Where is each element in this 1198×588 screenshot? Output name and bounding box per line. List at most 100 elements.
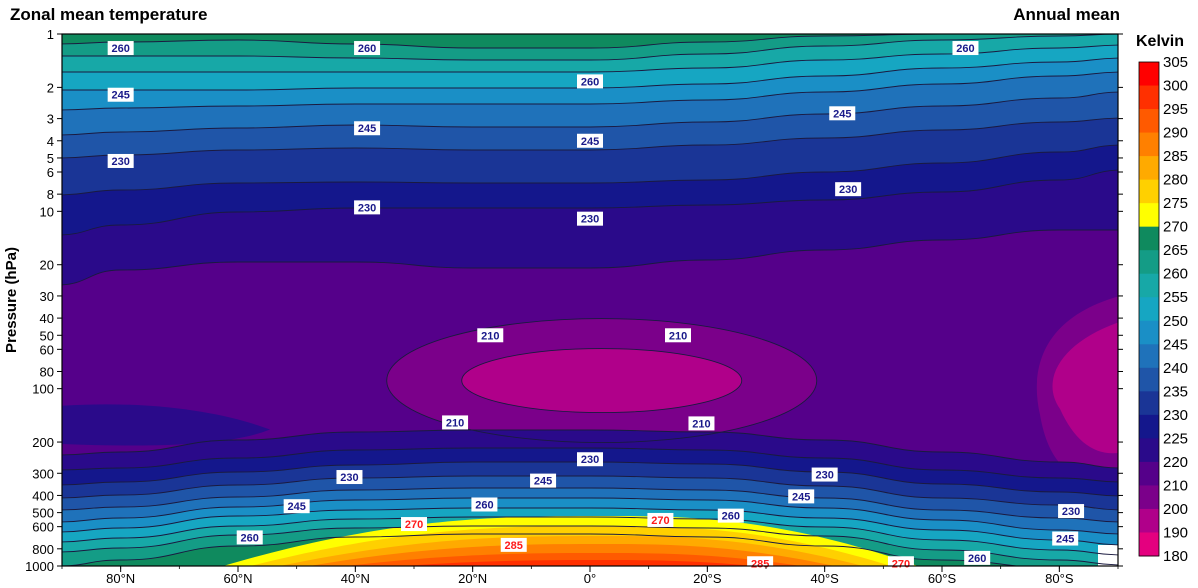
colorbar-cell [1139,156,1159,181]
colorbar-cell [1139,485,1159,510]
y-tick-label: 200 [32,435,54,450]
x-tick-label: 80°N [106,571,135,586]
colorbar-tick-label: 260 [1163,266,1188,283]
colorbar: 305 300 295 290 285 280 275 270 265 260 255 250 245 2… [1138,54,1188,565]
contour-label: 230 [107,153,134,168]
contour-label: 260 [577,74,603,89]
colorbar-cell [1139,367,1159,392]
colorbar-tick-label: 200 [1163,501,1188,518]
contour-label: 210 [665,328,691,343]
x-axis: 80°N 60°N 40°N 20°N 0° 20°S 40°S 60°S 80°S [61,566,1119,586]
colorbar-cell [1139,62,1159,87]
contour-label-bg [107,41,134,56]
x-tick-label: 0° [584,571,596,586]
y-tick-label: 6 [47,165,54,180]
contour-label-text: 260 [956,43,974,55]
contour-label-text: 245 [1056,534,1074,546]
colorbar-tick-label: 270 [1163,219,1188,236]
contour-label-bg [336,470,363,485]
y-tick-label: 50 [40,328,54,343]
contour-label-text: 230 [581,454,599,466]
colorbar-cell [1139,85,1159,110]
contour-line [62,34,1118,49]
contour-label: 210 [477,328,504,343]
contour-line [62,117,1118,159]
y-tick-label: 30 [40,289,54,304]
contour-label-bg [577,74,603,89]
y-tick-label: 80 [40,364,54,379]
contour-label: 260 [471,497,498,512]
contour-label-bg [747,556,774,571]
contour-label-text: 260 [241,532,259,544]
colorbar-tick-label: 265 [1163,242,1188,259]
colorbar-tick-label: 285 [1163,148,1188,165]
colorbar-cell [1139,414,1159,439]
contour-label-text: 260 [358,43,376,55]
colorbar-cell [1139,508,1159,533]
contour-lines [62,34,1118,566]
contour-line [386,318,818,444]
contour-label-text: 210 [669,330,687,342]
y-tick-label: 4 [47,134,54,149]
contour-line [62,475,1118,511]
y-tick-label: 800 [32,542,54,557]
contour-label: 260 [107,41,134,56]
contour-label-text: 245 [792,491,810,503]
band-200 [461,348,742,413]
contour-label-bg [107,87,134,102]
colorbar-tick-label: 290 [1163,125,1188,142]
colorbar-tick-label: 245 [1163,336,1188,353]
x-tick-label: 60°S [928,571,957,586]
x-tick-label: 40°N [341,571,370,586]
contour-line [62,144,1118,196]
contour-label: 260 [964,550,991,565]
contour-line [62,91,1118,136]
x-tick-label: 20°N [458,571,487,586]
colorbar-tick-label: 190 [1163,524,1188,541]
contour-label: 230 [835,182,862,197]
contour-label: 230 [354,200,381,215]
colorbar-tick-label: 210 [1163,477,1188,494]
contour-label-bg [577,133,603,148]
colorbar-tick-label: 305 [1163,54,1188,71]
colorbar-cell [1139,109,1159,134]
contour-label: 245 [829,106,856,121]
colorbar-frame [1138,61,1160,557]
colorbar-tick-label: 255 [1163,289,1188,306]
colorbar-cell [1139,203,1159,228]
band-295 [402,560,756,566]
contour-label: 285 [747,556,774,571]
contour-label: 260 [952,41,979,56]
y-tick-label: 100 [32,382,54,397]
contour-label-text: 260 [581,76,599,88]
x-tick-label: 20°S [693,571,722,586]
y-tick-label: 20 [40,258,54,273]
contour-label: 245 [107,87,134,102]
contour-label: 245 [1052,531,1079,546]
contour-label: 230 [1058,504,1085,519]
contour-label-text: 245 [358,123,376,135]
contour-label-bg [811,467,838,482]
colorbar-tick-label: 220 [1163,454,1188,471]
contour-line [62,429,1118,469]
contour-label-text: 230 [815,470,833,482]
contour-label-bg [665,328,691,343]
contour-label-text: 230 [340,472,358,484]
contour-label-bg [829,106,856,121]
contour-line [461,348,743,414]
contour-label-bg [530,473,557,488]
colorbar-tick-label: 300 [1163,78,1188,95]
contour-line [62,525,1118,566]
colorbar-tick-label: 230 [1163,407,1188,424]
contour-label-text: 245 [581,136,599,148]
contour-label-text: 270 [651,515,669,527]
missing-data [1098,545,1118,566]
contour-line [62,169,1118,236]
contour-label-bg [442,415,469,430]
colorbar-cell [1139,179,1159,204]
contour-line [62,71,1118,111]
contour-label-bg [500,537,527,552]
contour-label-bg [688,416,715,431]
contour-label-bg [647,512,674,527]
